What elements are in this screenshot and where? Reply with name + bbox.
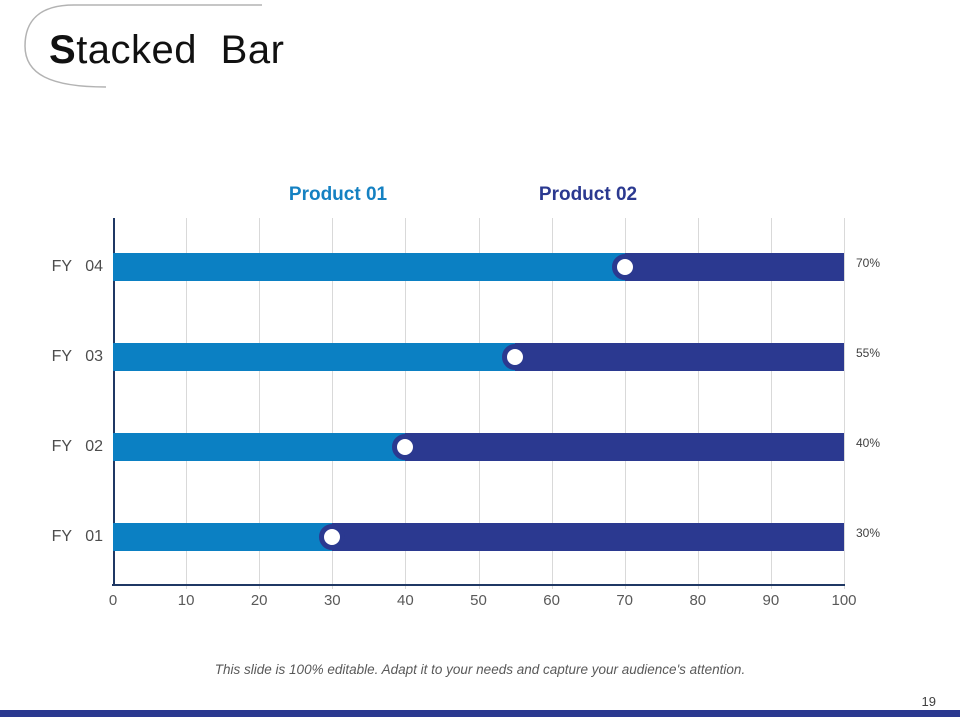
bar-segment-product-02 bbox=[405, 433, 844, 461]
gridline bbox=[332, 218, 334, 589]
series-boundary-marker bbox=[611, 254, 638, 280]
data-label: 70% bbox=[856, 256, 881, 270]
bar-row-fy-01 bbox=[113, 523, 844, 551]
bar-segment-product-02 bbox=[624, 253, 844, 281]
bar-segment-product-01 bbox=[113, 343, 516, 371]
gridline bbox=[186, 218, 188, 589]
x-tick-label: 10 bbox=[177, 592, 195, 609]
data-label: 30% bbox=[856, 526, 881, 540]
x-tick-label: 30 bbox=[323, 592, 341, 609]
slide-title-rest: tacked Bar bbox=[76, 28, 285, 72]
bar-segment-product-01 bbox=[113, 433, 406, 461]
bar-segment-product-02 bbox=[332, 523, 844, 551]
x-tick-label: 70 bbox=[616, 592, 634, 609]
slide-title-initial: S bbox=[49, 28, 77, 72]
category-label: FY 02 bbox=[51, 438, 103, 455]
bottom-accent-strip bbox=[0, 710, 960, 717]
bar-row-fy-03 bbox=[113, 343, 844, 371]
x-tick-label: 40 bbox=[397, 592, 414, 609]
chart-plot-area bbox=[113, 218, 845, 589]
footer-note: This slide is 100% editable. Adapt it to… bbox=[214, 662, 746, 677]
data-label: 40% bbox=[856, 436, 881, 450]
category-label: FY 04 bbox=[51, 258, 103, 275]
gridline bbox=[478, 218, 480, 589]
title-arc-decoration bbox=[24, 4, 262, 88]
x-tick-label: 100 bbox=[831, 592, 857, 609]
page-number: 19 bbox=[921, 694, 936, 709]
x-axis-line bbox=[112, 584, 845, 586]
data-label: 55% bbox=[856, 346, 881, 360]
gridline bbox=[844, 218, 845, 589]
x-tick-label: 20 bbox=[250, 592, 268, 609]
gridline bbox=[697, 218, 699, 589]
x-tick-label: 80 bbox=[689, 592, 707, 609]
legend-product-01: Product 01 bbox=[288, 184, 388, 205]
series-boundary-marker bbox=[392, 434, 419, 460]
y-axis-line bbox=[113, 218, 115, 585]
bar-row-fy-02 bbox=[113, 433, 844, 461]
series-boundary-marker bbox=[319, 524, 346, 550]
bar-segment-product-01 bbox=[113, 253, 625, 281]
bar-segment-product-01 bbox=[113, 523, 333, 551]
gridline bbox=[259, 218, 261, 589]
x-tick-label: 0 bbox=[108, 592, 118, 609]
gridline bbox=[770, 218, 772, 589]
gridline bbox=[405, 218, 407, 589]
gridline bbox=[551, 218, 553, 589]
x-tick-label: 90 bbox=[762, 592, 780, 609]
slide-title: Stacked Bar bbox=[49, 28, 284, 73]
legend-product-02: Product 02 bbox=[538, 184, 638, 205]
x-tick-label: 60 bbox=[543, 592, 560, 609]
bar-segment-product-02 bbox=[515, 343, 844, 371]
category-label: FY 01 bbox=[51, 528, 103, 545]
x-tick-label: 50 bbox=[470, 592, 487, 609]
gridline bbox=[624, 218, 626, 589]
bar-row-fy-04 bbox=[113, 253, 844, 281]
category-label: FY 03 bbox=[51, 348, 103, 365]
series-boundary-marker bbox=[502, 344, 529, 370]
